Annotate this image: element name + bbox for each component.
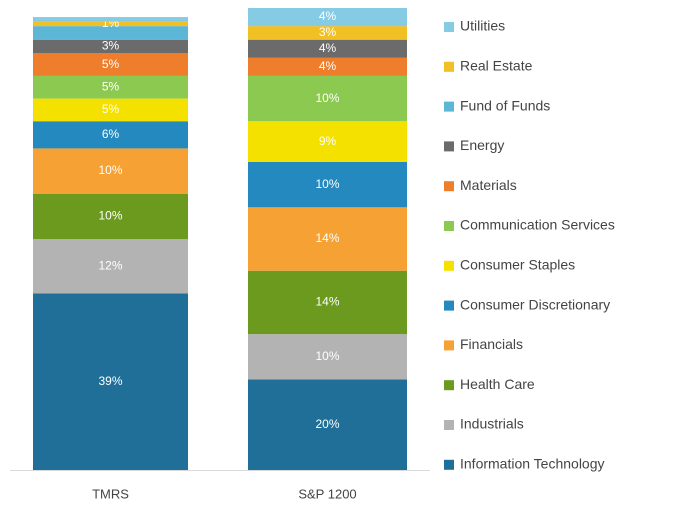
value-label: 10% (315, 349, 339, 363)
legend-swatch (444, 260, 454, 271)
bar-segment (33, 17, 188, 22)
bar-segment (248, 121, 407, 162)
x-tick-label: TMRS (92, 486, 129, 501)
value-label: 5% (102, 102, 120, 116)
value-label: 4% (319, 59, 337, 73)
bar-segment (248, 39, 407, 58)
bar-segment (248, 75, 407, 122)
legend-swatch (444, 181, 454, 192)
legend-label: Communication Services (460, 217, 615, 233)
legend-label: Health Care (460, 376, 535, 392)
value-label: 4% (319, 9, 337, 23)
bar-segment (248, 207, 407, 271)
legend-label: Utilities (460, 18, 505, 34)
bar-segment (33, 193, 188, 239)
legend-swatch (444, 340, 454, 351)
bar-segment (248, 270, 407, 335)
value-label: 3% (319, 25, 337, 39)
bar-segment (33, 21, 188, 27)
bar-segment (248, 26, 407, 40)
value-label: 3% (102, 39, 120, 53)
legend-swatch (444, 420, 454, 430)
value-label: 12% (98, 258, 122, 272)
value-label: 39% (98, 374, 122, 388)
bar-segment (33, 98, 188, 122)
legend-swatch (444, 221, 454, 231)
bar-segment (33, 239, 188, 294)
bar-segment (248, 379, 407, 470)
legend-swatch (444, 61, 454, 72)
legend-swatch (444, 380, 454, 391)
bar-segment (33, 121, 188, 149)
legend-swatch (444, 459, 454, 470)
value-label: 6% (102, 127, 120, 141)
bar-segment (33, 148, 188, 194)
value-label: 20% (315, 417, 339, 431)
legend-swatch (444, 141, 454, 152)
value-label: 5% (102, 57, 120, 71)
legend-label: Energy (460, 137, 504, 153)
bar-segment (33, 53, 188, 76)
legend-label: Consumer Discretionary (460, 296, 610, 312)
value-label: 14% (315, 231, 339, 245)
legend-label: Consumer Staples (460, 257, 575, 273)
value-label: 4% (319, 41, 337, 55)
value-label: 10% (315, 177, 339, 191)
legend-label: Real Estate (460, 58, 533, 74)
bar-segment (248, 8, 407, 27)
bar-segment (33, 293, 188, 470)
legend-label: Industrials (460, 416, 524, 432)
legend-label: Materials (460, 177, 517, 193)
legend-swatch (444, 101, 454, 112)
bar-segment (33, 75, 188, 99)
legend-label: Information Technology (460, 456, 605, 472)
bar-segment (248, 162, 407, 208)
legend-label: Fund of Funds (460, 97, 550, 113)
bar-segment (33, 39, 188, 54)
value-label: 14% (315, 295, 339, 309)
value-label: 10% (98, 209, 122, 223)
bar-segment (33, 26, 188, 40)
x-tick-label: S&P 1200 (298, 486, 356, 501)
value-label: 5% (102, 79, 120, 93)
legend-swatch (444, 22, 454, 32)
value-label: 10% (98, 163, 122, 177)
legend-swatch (444, 300, 454, 311)
bar-segment (248, 57, 407, 76)
legend-label: Financials (460, 336, 523, 352)
value-label: 10% (315, 91, 339, 105)
bar-segment (248, 334, 407, 380)
value-label: 9% (319, 134, 337, 148)
